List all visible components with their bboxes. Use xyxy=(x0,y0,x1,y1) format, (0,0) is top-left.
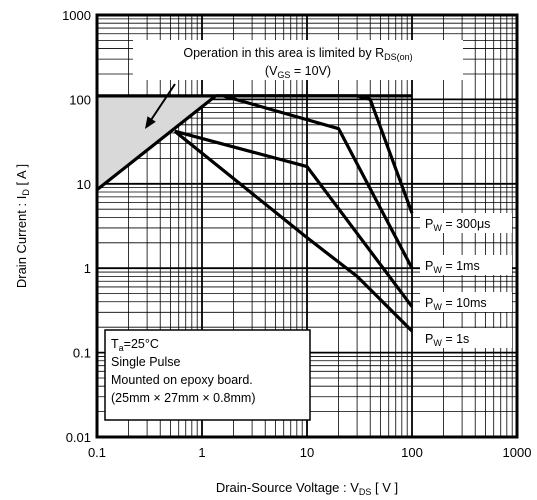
y-tick-label: 100 xyxy=(69,92,91,107)
series-label-bg xyxy=(420,255,512,275)
conditions-board: Mounted on epoxy board. xyxy=(111,373,253,387)
series-label-bg xyxy=(420,328,512,348)
x-axis-label: Drain-Source Voltage : VDS [ V ] xyxy=(216,480,398,497)
plot-frame xyxy=(95,13,519,439)
y-axis-label: Drain Current : ID [ A ] xyxy=(14,164,31,288)
series-label-bg xyxy=(420,213,512,233)
rds-note-arrow xyxy=(148,83,176,124)
y-tick-label: 10 xyxy=(77,177,91,192)
y-tick-label: 1000 xyxy=(62,8,91,23)
rds-note-arrowhead xyxy=(145,116,156,129)
x-tick-label: 0.1 xyxy=(88,445,106,460)
series-label-1: PW = 1ms xyxy=(425,259,480,275)
conditions-dimensions: (25mm × 27mm × 0.8mm) xyxy=(111,391,255,405)
series-lines xyxy=(96,94,414,333)
y-tick-label: 0.01 xyxy=(66,430,91,445)
y-tick-label: 1 xyxy=(84,261,91,276)
rds-note-line2: (VGS = 10V) xyxy=(265,64,331,80)
series-line-1 xyxy=(222,94,414,269)
conditions-box xyxy=(104,329,311,421)
x-tick-label: 10 xyxy=(300,445,314,460)
series-label-0: PW = 300μs xyxy=(425,217,490,233)
rds-note-line1: Operation in this area is limited by RDS… xyxy=(183,46,412,62)
series-line-2 xyxy=(174,129,414,308)
series-labels: PW = 300μs PW = 1ms PW = 10ms PW = 1s xyxy=(420,213,512,348)
series-label-3: PW = 1s xyxy=(425,332,469,348)
rds-note-box xyxy=(133,40,463,80)
x-tick-label: 1000 xyxy=(503,445,532,460)
y-tick-label: 0.1 xyxy=(73,346,91,361)
conditions-temperature: Ta=25°C xyxy=(111,337,159,353)
conditions-pulse: Single Pulse xyxy=(111,355,181,369)
rds-limit-line xyxy=(96,94,217,192)
series-line-3 xyxy=(173,129,414,333)
x-tick-label: 1 xyxy=(198,445,205,460)
series-line-0 xyxy=(215,94,414,214)
x-tick-label: 100 xyxy=(401,445,423,460)
series-label-bg xyxy=(420,292,512,312)
series-label-2: PW = 10ms xyxy=(425,296,487,312)
